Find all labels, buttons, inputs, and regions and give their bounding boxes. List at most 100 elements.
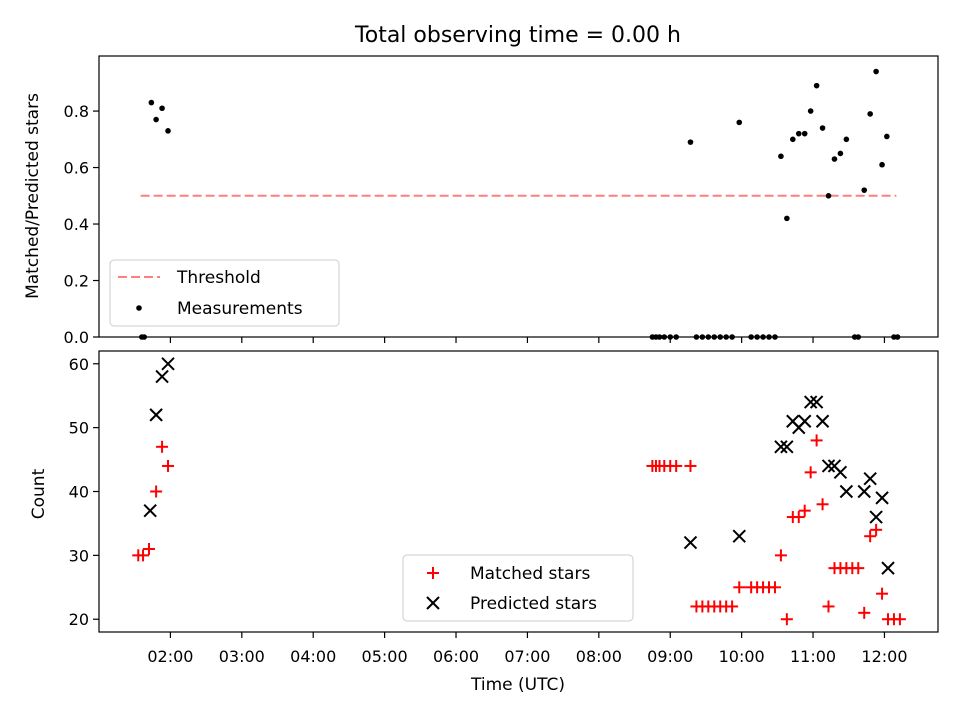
matched-star-point <box>150 485 163 498</box>
matched-star-point <box>774 549 787 562</box>
predicted-star-point <box>732 529 746 543</box>
measurement-point <box>825 192 832 199</box>
matched-star-point <box>684 459 697 472</box>
matched-star-point <box>822 600 835 613</box>
matched-star-point <box>798 504 811 517</box>
measurement-point <box>843 136 850 143</box>
predicted-star-point <box>875 491 889 505</box>
legend-threshold-label: Threshold <box>176 268 261 288</box>
matched-star-point <box>780 613 793 626</box>
predicted-star-point <box>863 472 877 486</box>
y-tick-label: 50 <box>69 419 89 438</box>
predicted-star-point <box>780 440 794 454</box>
predicted-star-point <box>683 535 698 550</box>
predicted-star-point <box>143 503 157 518</box>
predicted-star-point <box>857 484 871 499</box>
matched-star-point <box>858 606 871 619</box>
top-y-axis-label: Matched/Predicted stars <box>23 93 43 299</box>
top-panel: 0.00.20.40.60.8 Matched/Predicted stars … <box>23 55 939 347</box>
measurement-point <box>736 119 743 126</box>
measurement-point <box>807 108 814 114</box>
measurement-point <box>790 136 796 143</box>
matched-star-point <box>792 511 805 524</box>
matched-star-point <box>864 530 877 543</box>
predicted-star-point <box>803 395 818 409</box>
matched-star-point <box>804 466 817 479</box>
predicted-star-point <box>881 561 895 575</box>
legend-matched-label: Matched stars <box>470 564 590 584</box>
y-tick-label: 60 <box>69 355 89 374</box>
measurement-point <box>801 130 808 137</box>
matched-star-point <box>670 459 683 472</box>
legend-matched-swatch <box>427 567 439 579</box>
legend-predicted-label: Predicted stars <box>470 594 597 614</box>
x-tick-label: 02:00 <box>147 647 193 666</box>
y-tick-label: 0.8 <box>64 102 89 121</box>
predicted-star-point <box>869 510 883 524</box>
legend-measurements-swatch <box>136 305 142 311</box>
x-tick-label: 06:00 <box>433 647 479 666</box>
legend-measurements-label: Measurements <box>177 299 303 319</box>
measurement-point <box>148 99 155 106</box>
matched-star-point <box>726 600 739 613</box>
measurement-point <box>795 130 802 137</box>
top-y-axis: 0.0 0.2 0.4 0.6 0.8 <box>64 102 99 347</box>
x-tick-label: 04:00 <box>290 647 336 666</box>
measurement-point <box>884 133 890 140</box>
x-tick-label: 12:00 <box>861 647 907 666</box>
predicted-star-point <box>839 484 854 499</box>
measurement-point <box>687 139 694 145</box>
measurement-point <box>159 105 165 112</box>
predicted-star-point <box>821 459 836 473</box>
predicted-star-point <box>809 395 824 409</box>
figure-title: Total observing time = 0.00 h <box>354 23 681 48</box>
y-tick-label: 30 <box>69 546 89 565</box>
y-tick-label: 40 <box>69 483 89 502</box>
x-tick-label: 03:00 <box>219 647 265 666</box>
x-tick-label: 05:00 <box>362 647 408 666</box>
matched-star-point <box>870 523 883 536</box>
legend-box <box>402 554 634 622</box>
y-tick-label: 0.2 <box>64 272 89 291</box>
measurement-point <box>837 150 844 157</box>
predicted-star-point <box>774 440 788 454</box>
matched-star-point <box>733 581 746 594</box>
predicted-star-point <box>161 357 175 371</box>
top-x-ticks <box>169 337 886 343</box>
bottom-y-axis-label: Count <box>29 468 49 519</box>
predicted-star-point <box>833 465 848 480</box>
measurement-point <box>861 187 868 193</box>
y-tick-label: 0.4 <box>64 215 89 234</box>
measurement-point <box>165 128 171 134</box>
x-axis-label: Time (UTC) <box>470 675 565 695</box>
x-tick-label: 08:00 <box>576 647 622 666</box>
top-legend: Threshold Measurements <box>109 259 340 327</box>
measurement-point <box>831 156 838 162</box>
predicted-star-point <box>155 369 169 384</box>
matched-star-point <box>810 434 823 447</box>
y-tick-label: 0.6 <box>64 159 89 178</box>
bottom-y-axis: 20 30 40 50 60 <box>69 355 99 629</box>
y-tick-label: 0.0 <box>64 328 89 347</box>
measurement-point <box>879 161 885 168</box>
legend-box <box>109 259 340 327</box>
matched-star-point <box>156 440 169 453</box>
y-tick-label: 20 <box>69 610 89 629</box>
measurement-point <box>784 215 790 222</box>
matched-star-point <box>816 498 829 511</box>
bottom-x-axis: 02:00 03:00 04:00 05:00 06:00 07:00 08:00 09:00… <box>147 632 908 666</box>
x-tick-label: 07:00 <box>504 647 550 666</box>
predicted-star-point <box>815 414 830 428</box>
matched-star-point <box>137 549 150 562</box>
x-tick-label: 11:00 <box>790 647 836 666</box>
bottom-legend: Matched stars Predicted stars <box>402 554 634 622</box>
bottom-panel: 20 30 40 50 60 02:00 03:00 04:00 05:00 06:00 07:0… <box>29 350 939 695</box>
matched-star-point <box>893 613 906 626</box>
measurement-point <box>153 116 159 123</box>
matched-star-point <box>876 587 889 600</box>
predicted-star-point <box>798 414 812 428</box>
measurement-point <box>819 125 826 131</box>
measurement-point <box>867 111 873 117</box>
top-axes-frame <box>98 55 939 338</box>
